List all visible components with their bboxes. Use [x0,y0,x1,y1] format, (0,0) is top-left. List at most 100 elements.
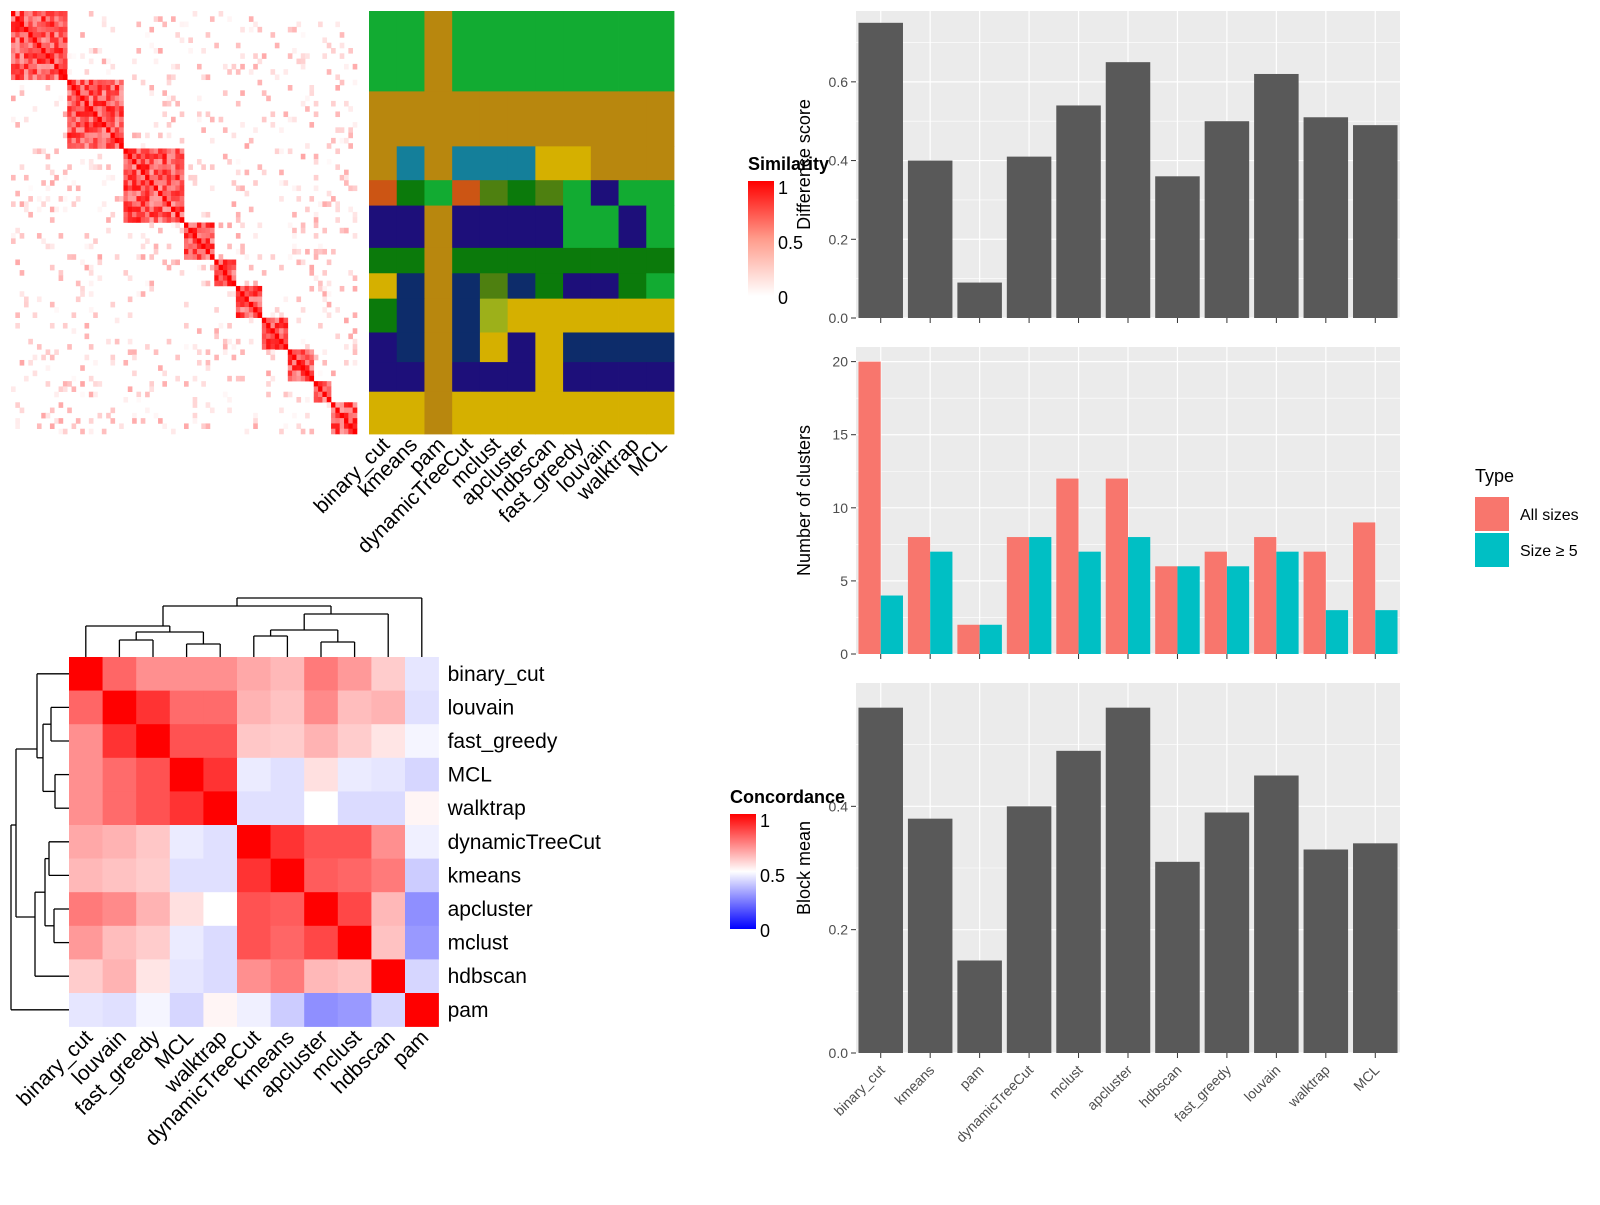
similarity-cell [184,248,189,255]
similarity-cell [71,312,77,318]
similarity-cell [88,90,94,96]
similarity-cell [62,69,68,75]
similarity-cell [158,169,163,176]
similarity-cell [352,328,358,334]
similarity-cell [101,180,107,186]
similarity-cell [292,48,297,54]
similarity-cell [19,21,25,28]
similarity-cell [97,127,103,133]
similarity-cell [171,201,176,207]
similarity-cell [45,32,51,38]
similarity-cell [23,301,29,308]
similarity-cell [331,370,336,377]
similarity-cell [19,201,25,207]
similarity-cell [67,106,72,112]
similarity-cell [171,174,176,181]
similarity-cell [179,164,185,170]
classification-cell [563,298,592,333]
concordance-cell [136,858,171,893]
similarity-cell [36,206,42,213]
similarity-cell [209,222,215,229]
similarity-cell [158,180,163,186]
similarity-cell [67,69,72,75]
similarity-cell [97,106,103,112]
type-legend: Type All sizes Size ≥ 5 [1475,466,1579,567]
similarity-cell [32,26,38,33]
similarity-cell [145,164,150,170]
similarity-cell [101,428,107,435]
similarity-cell [214,354,219,361]
similarity-cell [123,148,129,155]
similarity-cell [184,243,189,250]
similarity-cell [287,349,293,355]
similarity-cell [49,180,55,186]
similarity-cell [175,259,180,266]
similarity-cell [266,381,271,387]
bar-size-5-mclust [1078,551,1101,654]
similarity-cell [222,349,228,355]
similarity-cell [132,370,137,377]
similarity-cell [209,243,215,250]
legend-swatch-size5 [1475,533,1509,567]
similarity-cell [283,333,289,340]
similarity-cell [62,174,68,181]
similarity-cell [175,169,180,176]
similarity-cell [296,370,302,377]
classification-cell [563,205,592,249]
similarity-cell [201,211,206,218]
similarity-cell [222,280,228,287]
similarity-cell [67,79,72,86]
similarity-cell [201,280,206,287]
similarity-cell [192,227,198,234]
similarity-cell [270,32,276,38]
similarity-cell [175,100,180,107]
similarity-cell [171,206,176,213]
similarity-cell [28,359,33,366]
similarity-cell [287,254,293,260]
classification-cell [479,332,509,363]
similarity-cell [235,69,241,75]
similarity-cell [344,227,349,234]
similarity-cell [54,11,59,17]
similarity-cell [352,428,358,435]
concordance-row-label-mcl: MCL [448,764,492,787]
similarity-cell [41,63,46,70]
classification-cell [369,391,398,435]
similarity-cell [205,238,211,244]
similarity-cell [300,153,306,160]
similarity-cell [45,48,51,54]
similarity-cell [222,127,228,133]
legend-label-all-sizes: All sizes [1520,507,1579,524]
similarity-cell [214,307,219,313]
similarity-cell [188,37,193,44]
similarity-cell [93,312,98,318]
classification-cell [369,332,398,363]
similarity-cell [270,122,276,128]
similarity-cell [58,32,64,38]
similarity-cell [62,386,68,392]
similarity-cell [348,206,353,213]
similarity-cell [162,100,168,107]
similarity-cell [261,169,267,176]
similarity-cell [231,264,237,271]
similarity-cell [179,159,185,165]
similarity-cell [93,143,98,149]
similarity-cell [15,37,20,44]
similarity-cell [132,159,137,165]
similarity-cell [326,280,332,287]
similarity-cell [153,153,159,160]
similarity-cell [132,180,137,186]
classification-cell [590,362,619,393]
classification-cell [618,205,647,249]
bar-all-sizes-louvain [1254,537,1277,654]
similarity-cell [71,53,77,59]
similarity-cell [209,116,215,123]
similarity-cell [58,74,64,81]
similarity-cell [11,238,16,244]
similarity-cell [162,180,168,186]
similarity-cell [214,42,219,49]
similarity-cell [101,137,107,144]
similarity-cell [253,418,258,424]
concordance-cell [270,657,305,691]
